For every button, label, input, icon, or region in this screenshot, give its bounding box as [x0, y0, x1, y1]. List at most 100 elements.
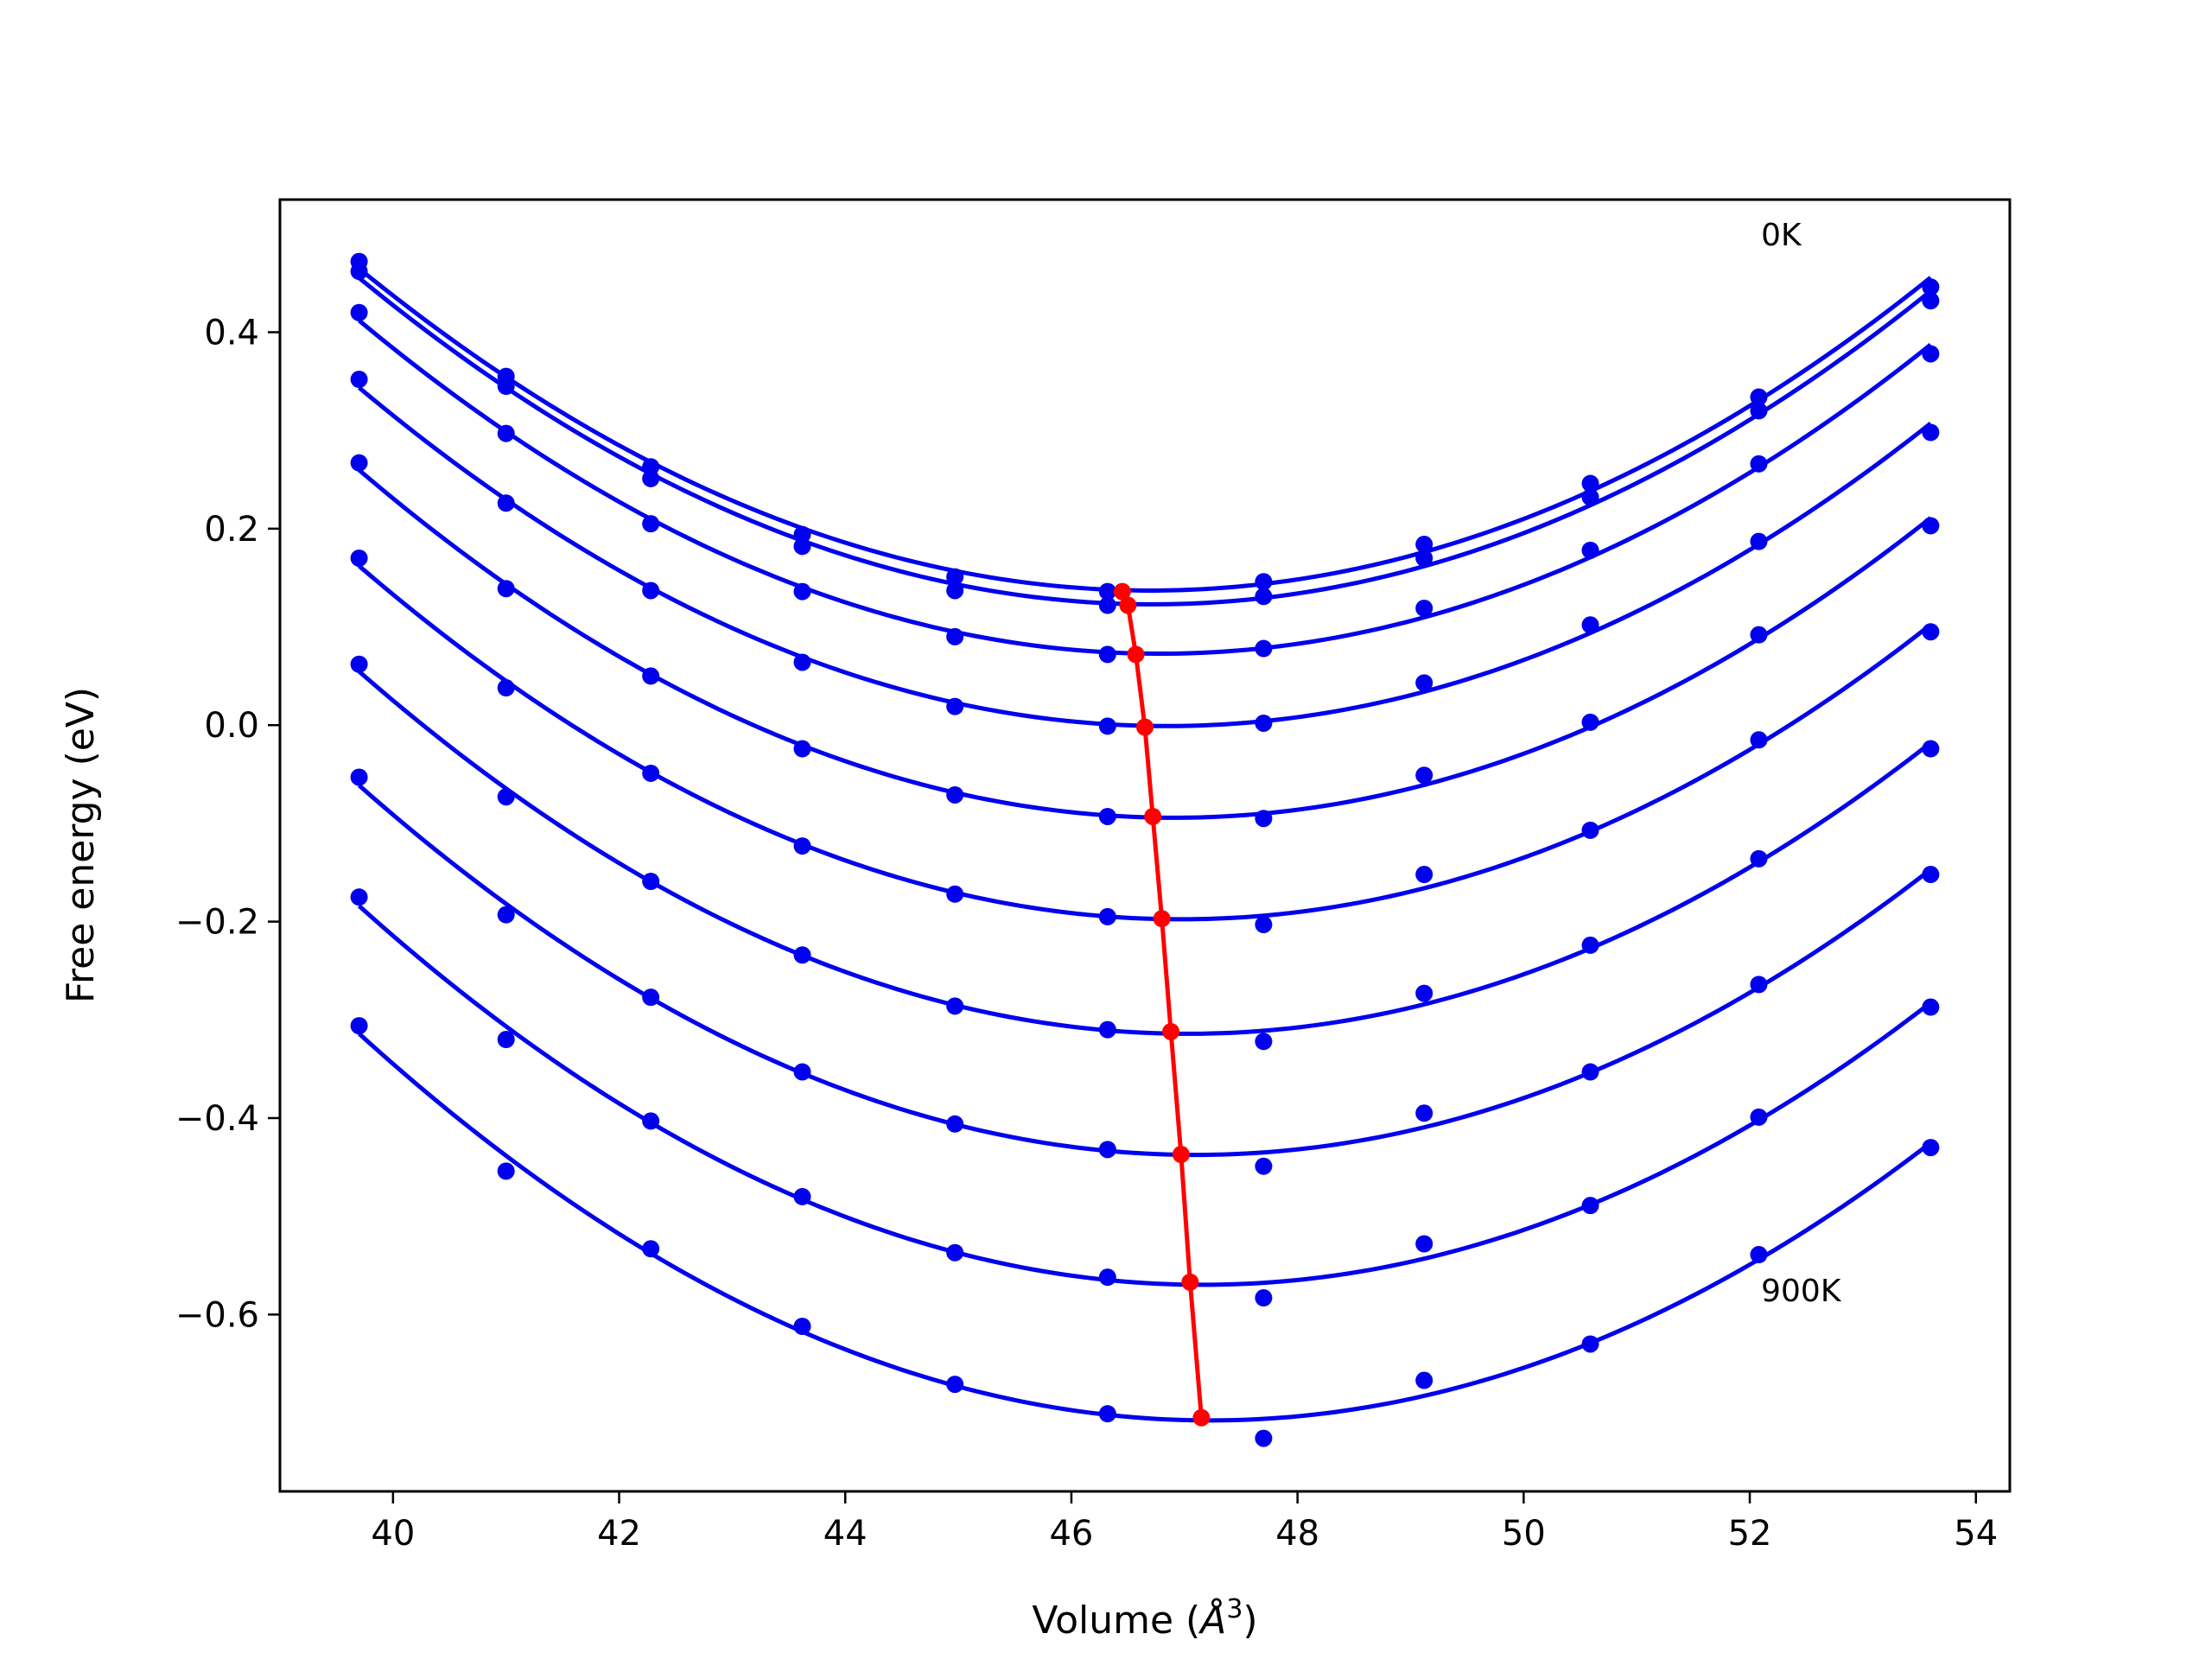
data-point — [1750, 532, 1768, 550]
data-point — [1098, 582, 1116, 601]
data-point — [1750, 1246, 1768, 1264]
data-point — [642, 1112, 660, 1130]
data-point — [642, 764, 660, 782]
x-tick-label: 50 — [1502, 1514, 1546, 1554]
minimum-point — [1144, 807, 1162, 825]
data-point — [1922, 866, 1940, 884]
data-point — [350, 768, 368, 786]
x-tick-label: 48 — [1275, 1514, 1319, 1554]
fit-curve-5 — [357, 564, 1932, 922]
data-point — [1581, 1197, 1599, 1215]
data-point — [1255, 1157, 1273, 1175]
data-point — [350, 888, 368, 906]
temperature-annotation: 0K — [1761, 218, 1802, 253]
data-point — [497, 580, 515, 598]
data-point — [946, 627, 964, 645]
data-point — [1581, 1063, 1599, 1081]
data-point — [350, 454, 368, 472]
data-point — [946, 582, 964, 600]
y-axis-label: Free energy (eV) — [59, 687, 103, 1003]
data-point — [1415, 1104, 1433, 1122]
data-point — [1098, 645, 1116, 664]
data-point — [1750, 976, 1768, 994]
fit-curve-1 — [358, 276, 1932, 607]
minimum-point — [1136, 718, 1154, 736]
x-axis-label: Volume (Å3) — [1032, 1594, 1257, 1643]
data-point — [793, 1318, 811, 1336]
data-point — [1922, 740, 1940, 758]
data-point — [793, 653, 811, 671]
data-point — [497, 788, 515, 806]
data-point — [1922, 345, 1940, 363]
fit-curve-7 — [357, 784, 1932, 1158]
data-point — [497, 906, 515, 924]
data-point — [497, 494, 515, 512]
y-axis-ticks: 0.4 0.2 0.0 −0.2 −0.4 −0.6 — [175, 313, 280, 1335]
data-point — [1922, 278, 1940, 296]
data-point — [1750, 402, 1768, 420]
data-point — [642, 667, 660, 685]
data-point — [497, 378, 515, 396]
data-point — [1415, 766, 1433, 785]
data-point — [793, 1187, 811, 1205]
data-point — [1255, 573, 1273, 591]
x-tick-label: 46 — [1049, 1514, 1093, 1554]
minimum-point — [1192, 1408, 1211, 1427]
data-point — [1922, 292, 1940, 310]
data-point — [793, 537, 811, 556]
data-point — [1415, 599, 1433, 617]
data-point — [497, 679, 515, 697]
y-tick-label: 0.4 — [204, 313, 259, 353]
data-point — [642, 469, 660, 487]
data-point — [642, 582, 660, 600]
x-axis-label-main: Volume ( — [1032, 1599, 1200, 1643]
data-point — [1750, 849, 1768, 868]
data-point — [1098, 907, 1116, 925]
minimum-point — [1153, 910, 1171, 928]
data-point — [642, 988, 660, 1007]
data-point — [1581, 616, 1599, 634]
data-point — [1581, 488, 1599, 506]
data-point — [642, 872, 660, 890]
data-point — [1415, 1235, 1433, 1253]
data-point — [1922, 1139, 1940, 1157]
data-point — [1415, 549, 1433, 567]
fit-curve-8 — [357, 904, 1932, 1287]
data-point — [946, 1115, 964, 1133]
data-point — [642, 1240, 660, 1258]
data-point — [1581, 1335, 1599, 1353]
data-point — [1415, 1371, 1433, 1389]
data-point — [350, 1017, 368, 1035]
data-point — [1581, 821, 1599, 839]
y-tick-label: 0.0 — [204, 706, 259, 746]
minimum-point — [1119, 596, 1137, 614]
data-point — [793, 582, 811, 601]
temperature-annotation: 900K — [1761, 1274, 1842, 1309]
data-point — [1255, 639, 1273, 658]
y-tick-label: −0.6 — [175, 1295, 259, 1335]
data-point — [350, 549, 368, 567]
minimum-line — [1113, 582, 1211, 1427]
data-point — [1255, 1429, 1273, 1447]
x-axis-label-superscript: 3 — [1226, 1594, 1243, 1624]
x-tick-label: 52 — [1728, 1514, 1772, 1554]
x-axis-ticks: 40 42 44 46 48 50 52 54 — [371, 1491, 1998, 1554]
minimum-point — [1172, 1146, 1190, 1164]
fit-curve-6 — [357, 670, 1932, 1036]
data-point — [946, 1243, 964, 1262]
fit-curve-2 — [357, 319, 1932, 657]
data-point — [642, 515, 660, 533]
data-point — [1415, 674, 1433, 692]
data-point — [1098, 1020, 1116, 1039]
data-point — [1098, 717, 1116, 735]
data-point — [946, 885, 964, 903]
x-tick-label: 42 — [597, 1514, 641, 1554]
data-point — [1922, 998, 1940, 1016]
fit-curve-9 — [357, 1032, 1932, 1423]
data-point — [1255, 810, 1273, 828]
data-point — [1750, 454, 1768, 473]
data-point — [1750, 731, 1768, 749]
data-point — [1922, 423, 1940, 442]
